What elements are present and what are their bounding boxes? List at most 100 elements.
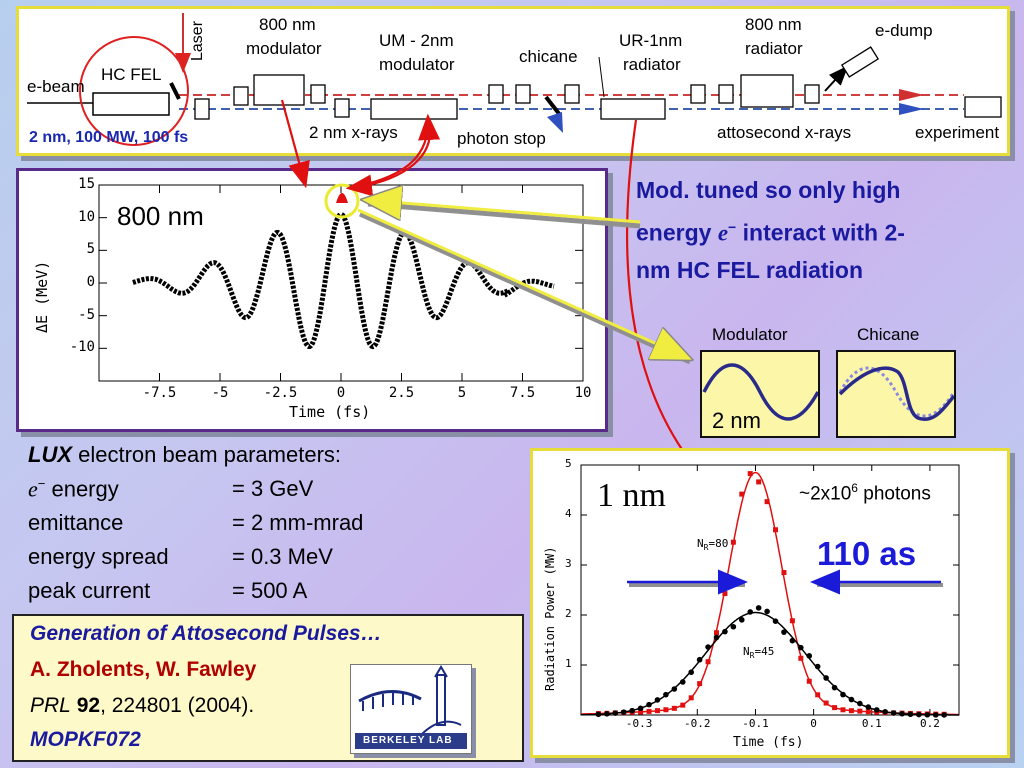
nr80-point [806,678,812,684]
logo-text: BERKELEY LAB [363,735,453,746]
power-xtick-label: -0.1 [742,717,769,730]
peak-highlight [324,183,360,219]
power-ytick-label: 3 [565,557,572,570]
param-name: e− energy [28,476,119,502]
nr45-point [629,707,635,714]
nr80-point [857,708,863,714]
nr45-point [823,675,829,681]
nr45-point [671,686,678,692]
e-dump-label: e-dump [875,21,933,40]
mod-ytick-label: 5 [86,241,95,258]
nr80-point [832,705,838,711]
nr45-point [595,711,602,718]
callout-line-2: energy e− interact with 2- [636,219,905,246]
nr80-label: NR=80 [697,537,729,553]
mod-xtick-label: 5 [457,385,467,401]
nr45-point [730,623,737,630]
nr45-point [764,608,770,615]
atto-xrays-label: attosecond x-rays [717,123,852,142]
nr80-point [688,695,694,701]
param-value: = 0.3 MeV [232,544,333,569]
reference-box: Generation of Attosecond Pulses… A. Zhol… [12,614,524,762]
nr45-point [857,700,863,707]
nr80-point [823,700,829,706]
mod-ytick-label: 10 [78,208,95,225]
nr80-point [789,618,795,624]
mod-plot-ylabel: ΔE (MeV) [33,260,51,333]
um-label-2: modulator [379,55,455,74]
nr45-point [932,712,939,718]
power-ytick-label: 5 [565,457,572,470]
ref-authors: A. Zholents, W. Fawley [30,658,257,681]
power-xtick-label: -0.2 [684,717,711,730]
mod-xtick-label: 0 [336,385,346,401]
mod-xtick-label: -5 [211,385,229,401]
mod-xtick-label: 10 [574,385,592,401]
nr45-point [646,701,652,708]
e-beam-label: e-beam [27,77,85,96]
nr80-point [722,591,728,597]
nr45-point [882,709,888,715]
nr80-point [654,708,660,714]
nr45-point [612,710,619,716]
nr80-point [730,539,736,545]
mod800-label-2: modulator [246,39,322,58]
nr45-point [798,644,804,651]
modulation-plot-panel: 800 nm ΔE (MeV) Time (fs) 15 10 5 0 -5 -10 -7… [16,168,608,432]
ref-citation: PRL 92, 224801 (2004). [30,694,255,717]
mod-plot-xlabel: Time (fs) [289,403,371,421]
mod-ytick-label: -5 [78,306,95,323]
beamline-diagram [27,13,1002,146]
rad800-label-2: radiator [745,39,803,58]
fel-params-label: 2 nm, 100 MW, 100 fs [29,129,189,146]
power-plot [580,464,960,718]
nr45-point [722,628,728,635]
mod800-label-1: 800 nm [259,15,316,34]
nr45-point [637,705,644,712]
nr45-point [865,704,872,710]
um-label-1: UM - 2nm [379,31,454,50]
nr45-point [789,637,796,644]
nr80-point [815,692,821,698]
chicane-inset-title: Chicane [857,325,920,344]
inset-2nm-label: 2 nm [712,408,761,433]
nr80-point [705,659,711,665]
nr45-point [873,707,880,713]
mod-xtick-label: 2.5 [388,385,415,401]
photon-stop-label: photon stop [457,129,546,148]
nr45-point [688,669,695,676]
hc-fel-label: HC FEL [101,65,162,84]
nr45-point [738,617,745,623]
rad800-label-1: 800 nm [745,15,802,34]
ref-code: MOPKF072 [30,728,141,751]
energy-modulation-curve [132,211,555,350]
chicane-label: chicane [519,47,578,66]
duration-label: 110 as [817,535,917,572]
mod-ytick-label: 0 [86,274,95,290]
ur-label-1: UR-1nm [619,31,683,50]
hc-fel-highlight [79,36,189,146]
nr45-point [679,679,686,685]
param-value: = 3 GeV [232,476,314,501]
nr45-point [747,609,754,615]
nr45-point [755,605,762,611]
param-value: = 2 mm-mrad [232,510,364,535]
chicane-inset [836,350,956,438]
power-plot-ylabel: Radiation Power (MW) [543,546,557,692]
nr45-point [705,644,711,650]
beamline-panel: e-beam HC FEL Laser 800 nm modulator UM … [16,6,1010,156]
nr45-point [840,691,846,698]
nr80-point [663,707,669,713]
nr80-point [840,707,846,713]
nr45-point [831,684,838,691]
power-xtick-label: 0 [810,717,817,730]
nr45-point [924,711,931,718]
xrays-2nm-label: 2 nm x-rays [309,123,398,142]
nr45-fit-curve [581,611,959,716]
mod-ytick-label: 15 [78,176,95,192]
callout-text: Mod. tuned so only high energy e− intera… [636,172,905,289]
nr80-point [773,527,779,533]
nr80-point [671,705,677,711]
param-value: = 500 A [232,578,308,603]
chicane-wave [838,366,954,422]
